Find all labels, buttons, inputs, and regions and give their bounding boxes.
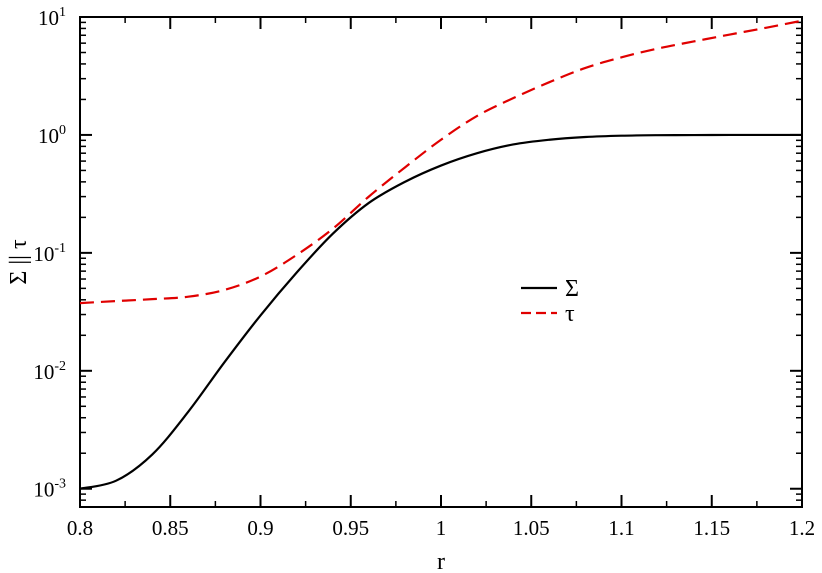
- x-tick-label: 0.95: [332, 516, 369, 540]
- y-tick-base: 10: [33, 360, 54, 384]
- x-tick-label: 1.05: [513, 516, 550, 540]
- y-tick-label: 100: [38, 123, 66, 148]
- x-axis-ticks: 0.8 0.85 0.9 0.95 1 1.05 1.1 1.15 1.2: [67, 17, 815, 540]
- y-tick-exponent: 0: [59, 123, 66, 138]
- legend-label-tau: τ: [565, 301, 575, 327]
- x-tick-label: 1.2: [789, 516, 815, 540]
- x-tick-label: 1.15: [693, 516, 730, 540]
- series-line-tau: [79, 19, 803, 305]
- legend-label-sigma: Σ: [565, 276, 579, 302]
- x-tick-label: 1.1: [608, 516, 634, 540]
- x-tick-label: 0.85: [152, 516, 189, 540]
- x-tick-label: 0.8: [67, 516, 93, 540]
- y-tick-base: 10: [33, 478, 54, 502]
- y-tick-exponent: -1: [54, 241, 66, 256]
- y-tick-label: 10-3: [33, 477, 66, 502]
- x-tick-label: 1: [436, 516, 447, 540]
- y-axis-title: Σ || τ: [6, 239, 32, 285]
- y-tick-label: 10-2: [33, 359, 66, 384]
- x-tick-label: 0.9: [247, 516, 273, 540]
- y-tick-exponent: -2: [54, 359, 66, 374]
- series-layer: [79, 19, 803, 490]
- y-tick-base: 10: [38, 6, 59, 30]
- y-tick-exponent: -3: [54, 477, 66, 492]
- legend: Στ: [521, 276, 579, 327]
- series-line-sigma: [79, 133, 802, 490]
- y-tick-exponent: 1: [59, 5, 66, 20]
- y-tick-label: 10-1: [33, 241, 66, 266]
- x-axis-title: r: [437, 549, 445, 573]
- plot-frame: [79, 16, 803, 508]
- y-tick-base: 10: [33, 242, 54, 266]
- y-tick-label: 101: [38, 5, 66, 30]
- y-tick-base: 10: [38, 124, 59, 148]
